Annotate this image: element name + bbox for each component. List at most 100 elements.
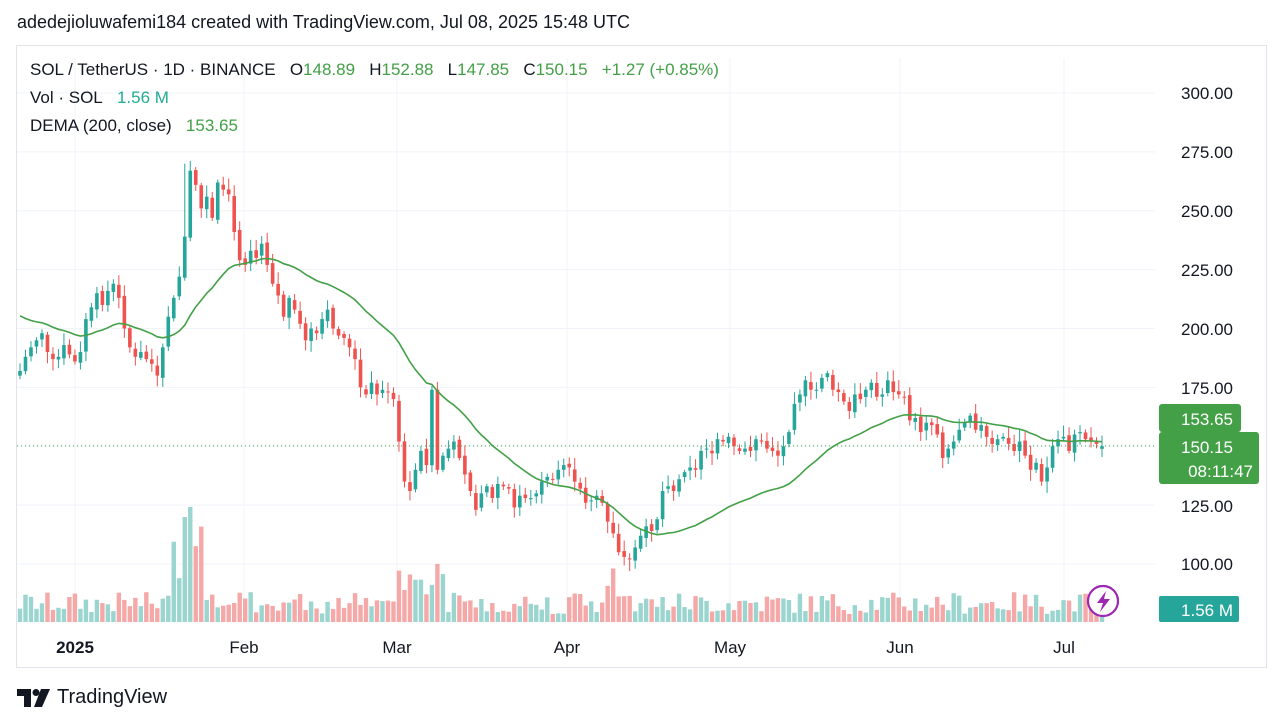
chart-grid: [17, 58, 1155, 622]
candle-down: [347, 338, 352, 348]
volume-bar: [578, 594, 583, 622]
volume-bar: [676, 593, 682, 622]
volume-bar: [149, 603, 155, 622]
candle-up: [419, 450, 423, 471]
volume-bar: [479, 599, 484, 622]
volume-bar: [946, 610, 951, 622]
price-badge-text: 150.15: [1181, 438, 1233, 457]
candle-down: [523, 494, 528, 499]
volume-bar: [583, 605, 588, 622]
volume-bar: [956, 595, 962, 622]
volume-bar: [264, 604, 270, 622]
volume-bar: [1017, 611, 1022, 622]
legend-o-value: 148.89: [303, 60, 356, 79]
tradingview-logo[interactable]: TradingView: [17, 686, 167, 709]
volume-bar: [292, 599, 297, 622]
candle-down: [303, 323, 308, 341]
volume-bar: [556, 613, 561, 622]
candle-up: [62, 344, 66, 359]
volume-bar: [330, 609, 336, 622]
candle-down: [100, 291, 105, 305]
volume-bar: [341, 607, 347, 622]
candle-down: [435, 389, 440, 470]
volume-bar: [122, 599, 127, 622]
candle-up: [556, 469, 561, 480]
candle-up: [1100, 446, 1104, 449]
price-label-100: 100.00: [1181, 555, 1233, 574]
volume-bar: [204, 599, 209, 622]
chart-frame: [16, 45, 1267, 668]
candle-up: [485, 486, 489, 493]
candle-up: [962, 422, 967, 428]
candle-down: [759, 440, 764, 442]
volume-bar: [380, 601, 385, 622]
candle-up: [78, 352, 83, 363]
volume-bar: [874, 609, 880, 622]
candle-down: [611, 522, 615, 534]
candle-down: [550, 478, 555, 480]
candle-down: [342, 333, 346, 338]
candle-down: [907, 395, 912, 421]
time-label-apr: Apr: [554, 638, 581, 657]
volume-bar: [880, 597, 885, 622]
candle-down: [226, 189, 231, 195]
lightning-icon[interactable]: [1086, 584, 1120, 618]
volume-bar: [171, 541, 176, 622]
candle-up: [171, 297, 176, 319]
volume-bar: [924, 604, 929, 622]
tradingview-logo-text: TradingView: [57, 686, 168, 708]
volume-bar: [687, 609, 693, 622]
candle-down: [237, 230, 242, 261]
legend-vol-label: Vol · SOL: [30, 88, 103, 107]
candle-up: [369, 382, 374, 395]
candle-up: [188, 170, 193, 238]
candle-up: [644, 526, 648, 538]
candle-down: [831, 375, 835, 390]
legend-symbol[interactable]: SOL / TetherUS · 1D · BINANCE: [30, 60, 276, 79]
candle-up: [743, 448, 747, 452]
candle-down: [1083, 432, 1088, 440]
candle-up: [413, 469, 418, 490]
volume-bar: [967, 607, 973, 622]
candle-down: [270, 263, 275, 284]
volume-bar: [253, 612, 259, 622]
candle-up: [545, 476, 550, 481]
volume-bar: [665, 610, 671, 622]
price-label-225: 225.00: [1181, 261, 1233, 280]
volume-bar: [1072, 611, 1077, 622]
candle-up: [1045, 467, 1049, 482]
candle-down: [358, 359, 363, 388]
candle-up: [1050, 446, 1055, 468]
volume-bar: [737, 601, 742, 622]
candle-down: [721, 439, 725, 442]
volume-badge-text: 1.56 M: [1181, 601, 1233, 620]
candle-down: [600, 495, 604, 503]
volume-bar: [720, 610, 726, 622]
volume-bar: [396, 570, 402, 622]
candle-down: [117, 284, 121, 298]
volume-bar: [726, 603, 731, 622]
volume-bar: [440, 574, 446, 622]
legend-volume[interactable]: Vol · SOL 1.56 M: [30, 88, 169, 108]
candle-down: [732, 437, 736, 447]
volume-bar: [237, 592, 242, 622]
volume-bar: [501, 610, 506, 622]
candle-up: [18, 370, 22, 376]
volume-bar: [709, 611, 715, 622]
volume-bar: [281, 602, 286, 622]
volume-bar: [435, 563, 440, 622]
candle-up: [660, 490, 665, 520]
candle-up: [204, 196, 209, 210]
candle-up: [1061, 436, 1066, 439]
candle-down: [1089, 437, 1093, 442]
legend-dema[interactable]: DEMA (200, close) 153.65: [30, 116, 238, 136]
volume-bar: [1066, 600, 1072, 622]
volume-bar: [468, 600, 473, 622]
legend-o-label: O: [289, 60, 304, 79]
candle-up: [89, 307, 94, 321]
volume-bar: [127, 606, 133, 622]
dema-line: [19, 257, 1103, 536]
volume-bar: [682, 607, 687, 622]
time-label-2025: 2025: [56, 638, 94, 657]
